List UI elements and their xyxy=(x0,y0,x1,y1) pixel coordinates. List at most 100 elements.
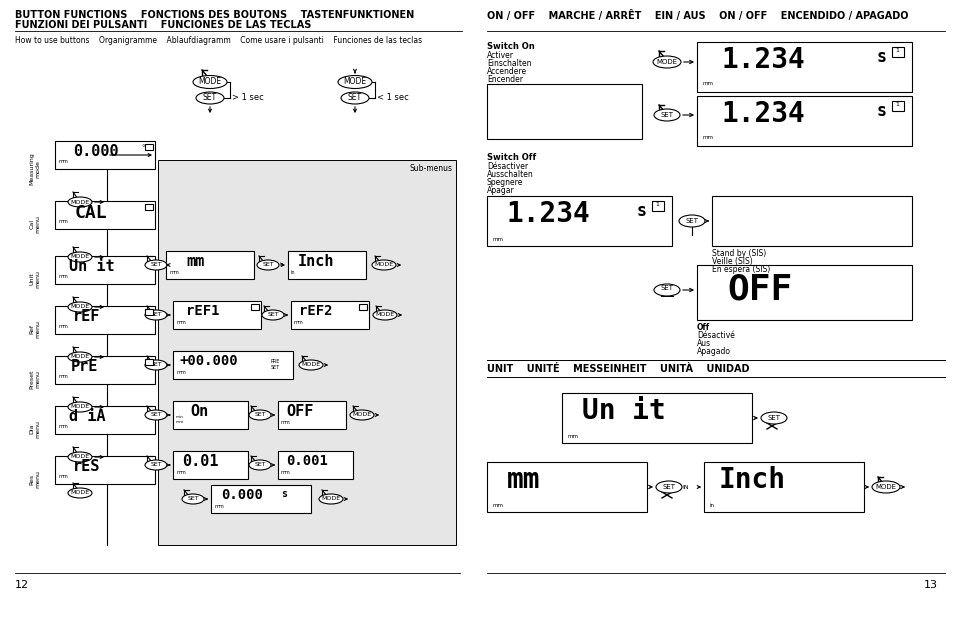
Text: SET: SET xyxy=(267,312,278,317)
Ellipse shape xyxy=(145,410,167,420)
Text: IN: IN xyxy=(681,485,688,490)
Bar xyxy=(697,265,911,320)
Bar xyxy=(158,160,456,545)
Text: BUTTON FUNCTIONS    FONCTIONS DES BOUTONS    TASTENFUNKTIONEN: BUTTON FUNCTIONS FONCTIONS DES BOUTONS T… xyxy=(15,10,414,20)
Text: Off: Off xyxy=(697,323,709,332)
Ellipse shape xyxy=(318,494,343,504)
Text: Dia
menu: Dia menu xyxy=(30,420,40,438)
Bar xyxy=(277,451,353,479)
Ellipse shape xyxy=(249,460,271,470)
Ellipse shape xyxy=(68,402,91,412)
Text: SET: SET xyxy=(150,262,162,267)
Text: mm: mm xyxy=(214,504,225,509)
Text: in: in xyxy=(291,270,295,275)
Text: MODE: MODE xyxy=(656,59,677,65)
Text: SET: SET xyxy=(348,94,362,102)
Text: 1: 1 xyxy=(655,203,659,208)
Text: MODE: MODE xyxy=(71,454,90,459)
Text: s: s xyxy=(876,102,886,120)
Ellipse shape xyxy=(256,260,278,270)
Text: mm: mm xyxy=(186,254,204,269)
Bar xyxy=(166,251,253,279)
Text: SET: SET xyxy=(203,94,217,102)
Text: MODE: MODE xyxy=(71,200,90,205)
Ellipse shape xyxy=(182,494,204,504)
Text: Aus: Aus xyxy=(697,339,710,348)
Text: MODE: MODE xyxy=(375,312,395,317)
Ellipse shape xyxy=(68,252,91,262)
Text: Désactiver: Désactiver xyxy=(486,162,528,171)
Text: mm: mm xyxy=(59,274,69,279)
Text: Veille (SIS): Veille (SIS) xyxy=(711,257,752,266)
Text: SET: SET xyxy=(253,463,266,467)
Bar xyxy=(291,301,369,329)
Text: 13: 13 xyxy=(923,580,937,590)
Text: mm: mm xyxy=(59,374,69,379)
Text: OFF: OFF xyxy=(726,273,791,307)
Text: Accendere: Accendere xyxy=(486,67,527,76)
Ellipse shape xyxy=(654,109,679,121)
Text: > 1 sec: > 1 sec xyxy=(232,93,263,102)
Text: s: s xyxy=(637,202,646,220)
Text: SET: SET xyxy=(685,218,698,224)
Bar xyxy=(172,301,261,329)
Text: Spegnere: Spegnere xyxy=(486,178,523,187)
Text: +00.000: +00.000 xyxy=(180,354,238,368)
Ellipse shape xyxy=(145,310,167,320)
Text: En espera (SIS): En espera (SIS) xyxy=(711,265,769,274)
Ellipse shape xyxy=(298,360,323,370)
Text: Stand by (SIS): Stand by (SIS) xyxy=(711,249,765,258)
Ellipse shape xyxy=(68,452,91,462)
Text: MODE: MODE xyxy=(321,497,340,502)
Bar xyxy=(486,462,646,512)
Text: SET: SET xyxy=(661,484,675,490)
Text: in: in xyxy=(709,503,714,508)
Text: Inch: Inch xyxy=(719,466,785,494)
Text: Cal
menu: Cal menu xyxy=(30,215,40,233)
Ellipse shape xyxy=(68,352,91,362)
Text: MODE: MODE xyxy=(374,262,394,267)
Bar xyxy=(145,204,152,210)
Ellipse shape xyxy=(340,92,369,104)
Text: mm: mm xyxy=(493,237,503,242)
Text: Apagado: Apagado xyxy=(697,347,730,356)
Text: ON / OFF    MARCHE / ARRÊT    EIN / AUS    ON / OFF    ENCENDIDO / APAGADO: ON / OFF MARCHE / ARRÊT EIN / AUS ON / O… xyxy=(486,10,907,21)
Text: 1: 1 xyxy=(894,48,898,53)
Text: mm: mm xyxy=(170,270,179,275)
Text: Apagar: Apagar xyxy=(486,186,515,195)
Text: < 1 sec: < 1 sec xyxy=(376,93,408,102)
Text: SET: SET xyxy=(659,112,673,118)
Text: Preset
menu: Preset menu xyxy=(30,370,40,389)
Text: MODE: MODE xyxy=(198,78,221,87)
Text: FUNZIONI DEI PULSANTI    FUNCIONES DE LAS TECLAS: FUNZIONI DEI PULSANTI FUNCIONES DE LAS T… xyxy=(15,20,311,30)
Text: 0.001: 0.001 xyxy=(286,454,328,468)
Bar xyxy=(55,141,154,169)
Text: SET: SET xyxy=(150,312,162,317)
Text: mm: mm xyxy=(59,424,69,429)
Text: d iA: d iA xyxy=(69,409,106,424)
Text: Un it: Un it xyxy=(581,397,665,425)
Bar xyxy=(55,201,154,229)
Bar xyxy=(172,451,248,479)
Text: Measuring
mode: Measuring mode xyxy=(30,153,40,185)
Text: MODE: MODE xyxy=(71,304,90,309)
Bar xyxy=(277,401,346,429)
Text: mm: mm xyxy=(59,219,69,224)
Ellipse shape xyxy=(145,460,167,470)
Text: mm: mm xyxy=(59,474,69,479)
Text: SET: SET xyxy=(253,412,266,417)
Bar xyxy=(145,309,152,315)
Text: 12: 12 xyxy=(15,580,30,590)
Text: Désactivé: Désactivé xyxy=(697,331,734,340)
Ellipse shape xyxy=(68,302,91,312)
Text: OFF: OFF xyxy=(286,404,313,419)
Text: mm: mm xyxy=(177,370,187,375)
Text: SET: SET xyxy=(659,285,673,291)
Text: °: ° xyxy=(141,145,144,151)
Bar xyxy=(358,304,367,310)
Text: 0.01: 0.01 xyxy=(182,454,218,469)
Text: 1.234: 1.234 xyxy=(506,200,590,228)
Text: Encender: Encender xyxy=(486,75,522,84)
Text: s: s xyxy=(876,48,886,66)
Text: Ausschalten: Ausschalten xyxy=(486,170,533,179)
